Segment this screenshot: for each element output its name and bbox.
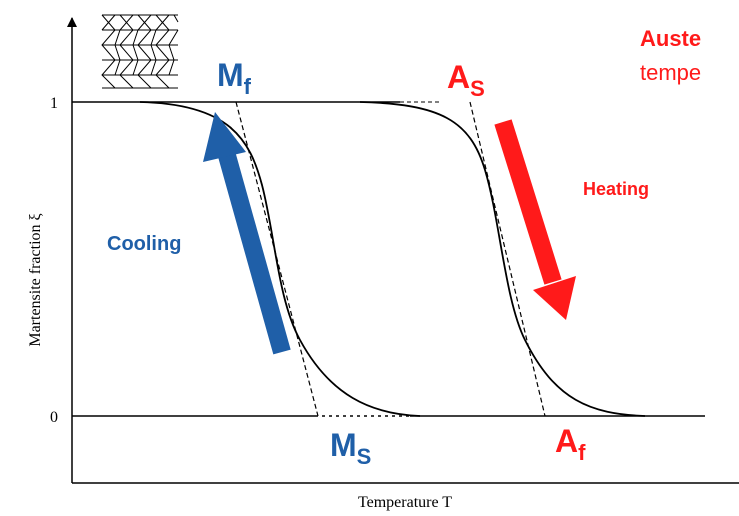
sub: S bbox=[470, 76, 485, 101]
tick-label: 0 bbox=[50, 409, 58, 426]
note-line: Auste bbox=[640, 26, 701, 51]
sub: S bbox=[357, 444, 372, 469]
heating-label: Heating bbox=[583, 179, 649, 199]
main: A bbox=[447, 59, 470, 95]
label-ms: MS bbox=[330, 427, 371, 469]
sub: f bbox=[244, 74, 252, 99]
x-axis-label: Temperature T bbox=[358, 494, 452, 511]
cooling-curve bbox=[140, 102, 420, 416]
sub: f bbox=[578, 440, 586, 465]
main: A bbox=[555, 423, 578, 459]
lattice-icon bbox=[102, 15, 178, 88]
y-axis-label: Martensite fraction ξ bbox=[27, 213, 44, 346]
cooling-label: Cooling bbox=[107, 233, 181, 255]
main: M bbox=[217, 57, 244, 93]
label-as: AS bbox=[447, 59, 485, 101]
diagram: 1 0 Martensite fraction ξ Temperature T … bbox=[0, 0, 739, 516]
heating-arrow bbox=[503, 122, 576, 320]
label-mf: Mf bbox=[217, 57, 252, 99]
cooling-arrow bbox=[203, 112, 282, 352]
main: M bbox=[330, 427, 357, 463]
note-line: tempe bbox=[640, 60, 701, 85]
label-af: Af bbox=[555, 423, 586, 465]
tick-label: 1 bbox=[50, 95, 58, 112]
